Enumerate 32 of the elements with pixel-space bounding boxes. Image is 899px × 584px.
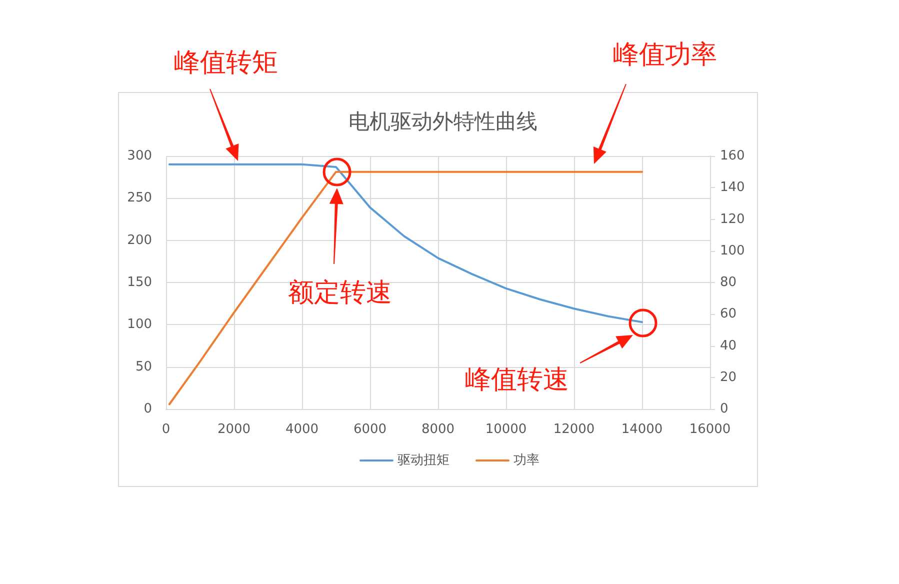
y-tick-label: 300 [127, 148, 152, 164]
y2-tick-label: 40 [720, 338, 737, 354]
text: 峰值功率 [613, 40, 717, 70]
y2-tick-label: 100 [720, 243, 745, 258]
x-tick-label: 2000 [217, 422, 251, 437]
y-tick-label: 100 [127, 317, 152, 332]
y2-tick-label: 140 [720, 180, 745, 196]
x-tick-label: 10000 [485, 422, 527, 437]
y2-tick-label: 20 [720, 370, 737, 385]
y2-tick-label: 60 [720, 306, 737, 322]
y-tick-label: 0 [144, 402, 152, 416]
y-tick-label: 250 [127, 190, 152, 206]
y2-tick-label: 120 [720, 212, 745, 227]
y-tick-label: 50 [135, 359, 152, 374]
annotation: 峰值转速 [465, 365, 569, 395]
x-tick-label: 16000 [689, 422, 731, 437]
legend-label: 驱动扭矩 [398, 453, 450, 468]
x-tick-label: 4000 [285, 422, 319, 437]
chart-title: 电机驱动外特性曲线 [348, 110, 538, 134]
x-tick-label: 14000 [621, 422, 663, 437]
y2-tick-label: 0 [720, 402, 728, 416]
y-tick-label: 200 [127, 232, 152, 248]
x-tick-label: 12000 [553, 422, 595, 437]
x-tick-label: 0 [162, 422, 170, 437]
y2-tick-label: 80 [720, 275, 737, 290]
x-tick-label: 6000 [353, 422, 387, 437]
y2-tick-label: 160 [720, 148, 745, 164]
y-tick-label: 150 [127, 275, 152, 290]
legend-label: 功率 [514, 452, 540, 468]
annotation: 额定转速 [288, 278, 392, 308]
text: 峰值转矩 [174, 48, 278, 78]
x-tick-label: 8000 [421, 422, 455, 437]
